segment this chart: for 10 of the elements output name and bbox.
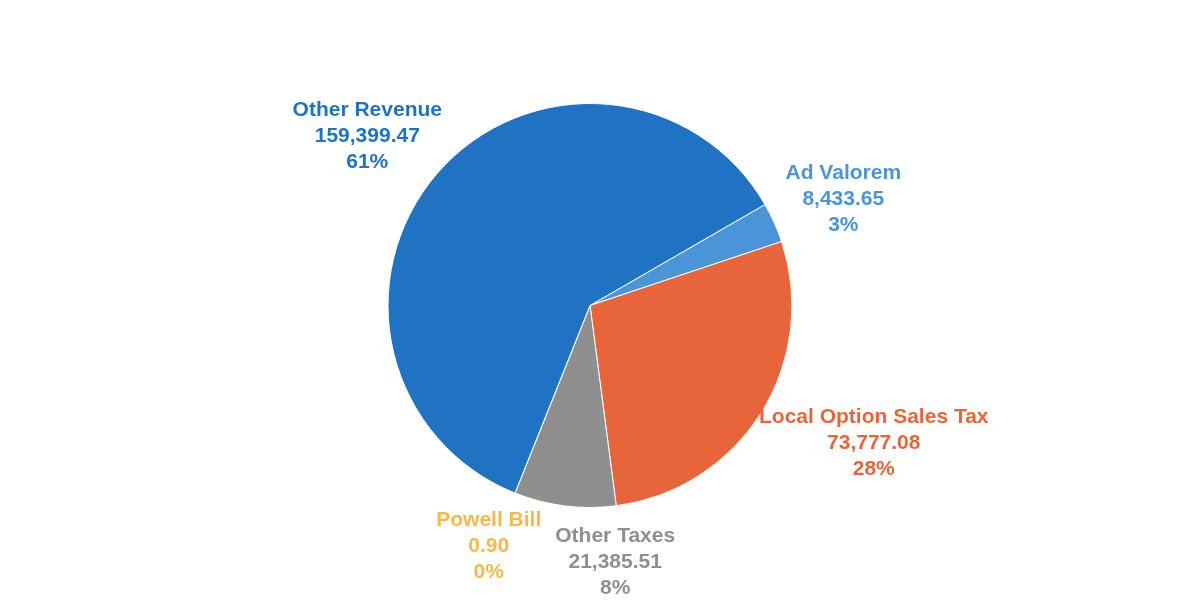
data-label: 73,777.08 28% [827,429,921,479]
data-label: 159,399.47 61% [314,122,420,172]
data-label: 0.90 0% [468,532,510,582]
slice-label: Other Revenue [292,96,442,120]
slice-label: Powell Bill [436,506,542,530]
slice-label: Other Taxes [555,523,676,547]
data-label: 8,433.65 3% [802,186,885,236]
slice-label: Local Option Sales Tax [759,403,989,427]
data-label: 21,385.51 8% [568,549,663,599]
slice-label: Ad Valorem [785,160,902,184]
